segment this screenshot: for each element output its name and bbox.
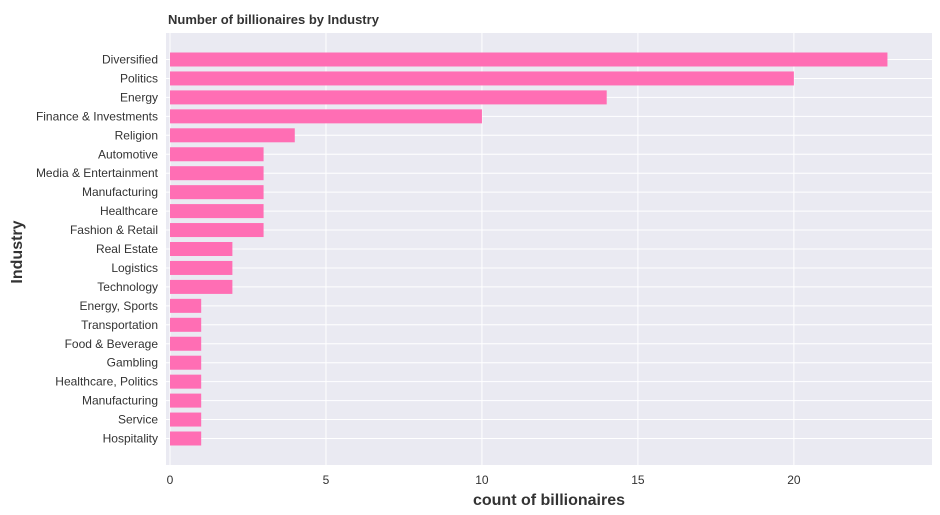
category-label: Healthcare, Politics (55, 375, 158, 389)
bar (170, 204, 264, 219)
category-label: Media & Entertainment (36, 166, 159, 180)
bars (170, 52, 888, 446)
bar (170, 355, 202, 370)
bar (170, 298, 202, 313)
category-label: Manufacturing (82, 185, 158, 199)
bar (170, 431, 202, 446)
category-label: Logistics (111, 261, 158, 275)
bar (170, 279, 233, 294)
category-label: Transportation (81, 318, 158, 332)
x-tick-label: 0 (167, 473, 174, 487)
bar (170, 90, 607, 105)
bar (170, 317, 202, 332)
category-label: Hospitality (103, 432, 158, 446)
chart-title: Number of billionaires by Industry (168, 12, 380, 27)
bar (170, 128, 295, 143)
category-label: Finance & Investments (36, 109, 158, 123)
category-label: Healthcare (100, 204, 158, 218)
category-label: Service (118, 413, 158, 427)
x-tick-label: 10 (475, 473, 489, 487)
bar (170, 147, 264, 162)
category-label: Politics (120, 71, 158, 85)
category-label: Gambling (107, 356, 158, 370)
bar (170, 223, 264, 238)
x-tick-label: 15 (631, 473, 645, 487)
bar (170, 109, 482, 124)
category-label: Food & Beverage (65, 337, 159, 351)
category-label: Energy, Sports (80, 299, 158, 313)
x-tick-labels: 0 5 10 15 20 (167, 473, 801, 487)
category-label: Automotive (98, 147, 158, 161)
category-labels: Diversified Politics Energy Finance & Inves… (36, 53, 159, 446)
bar (170, 393, 202, 408)
bar (170, 71, 794, 86)
x-tick-label: 5 (323, 473, 330, 487)
x-tick-label: 20 (787, 473, 801, 487)
bar (170, 336, 202, 351)
bar (170, 185, 264, 200)
category-label: Religion (115, 128, 158, 142)
bar (170, 260, 233, 275)
category-label: Fashion & Retail (70, 223, 158, 237)
bar (170, 242, 233, 256)
x-axis-title: count of billionaires (473, 492, 625, 509)
category-label: Technology (97, 280, 158, 294)
bar (170, 412, 202, 427)
category-label: Energy (120, 90, 158, 104)
bar (170, 52, 888, 67)
category-label: Manufacturing (82, 394, 158, 408)
y-axis-title: Industry (9, 220, 26, 283)
bar (170, 374, 202, 389)
bar (170, 166, 264, 181)
category-label: Real Estate (96, 242, 158, 256)
category-label: Diversified (102, 53, 158, 67)
